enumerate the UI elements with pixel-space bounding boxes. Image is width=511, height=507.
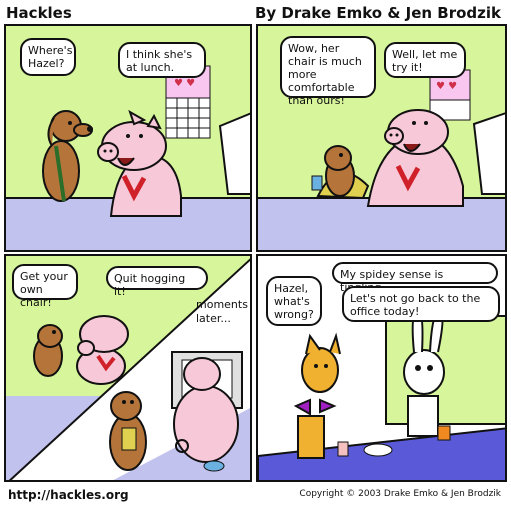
speech-bubble-pig: I think she's at lunch.	[118, 42, 206, 78]
comic-title: Hackles	[6, 4, 72, 22]
panel-2: ♥ ♥ Wow, her chair is much more comforta…	[256, 24, 507, 252]
svg-text:♥ ♥: ♥ ♥	[436, 81, 457, 92]
comic-byline: By Drake Emko & Jen Brodzik	[254, 4, 501, 22]
panel-4: My spidey sense is tingling... Hazel, wh…	[256, 254, 507, 482]
panel-1: ♥ ♥ Where's Hazel? I think she's at lunc…	[4, 24, 252, 252]
footer-copyright: Copyright © 2003 Drake Emko & Jen Brodzi…	[299, 489, 501, 499]
speech-bubble-pig: Quit hogging it!	[106, 266, 208, 298]
footer-url[interactable]: http://hackles.org	[8, 488, 129, 502]
speech-bubble-rabbit: My spidey sense is tingling...	[332, 262, 498, 294]
panel-3: Get your own chair! Quit hogging it! mom…	[4, 254, 252, 482]
speech-bubble-pig: Well, let me try it!	[384, 42, 466, 78]
speech-bubble-cat: Hazel, what's wrong?	[266, 276, 322, 326]
speech-bubble-dog: Get your own chair!	[12, 264, 78, 309]
speech-bubble-dog: Where's Hazel?	[20, 38, 76, 76]
speech-bubble-dog: Wow, her chair is much more comfortable …	[280, 36, 376, 107]
panel-3-caption: moments later...	[196, 298, 248, 325]
svg-text:♥ ♥: ♥ ♥	[174, 78, 195, 89]
speech-bubble-rabbit-2: Let's not go back to the office today!	[342, 286, 500, 322]
